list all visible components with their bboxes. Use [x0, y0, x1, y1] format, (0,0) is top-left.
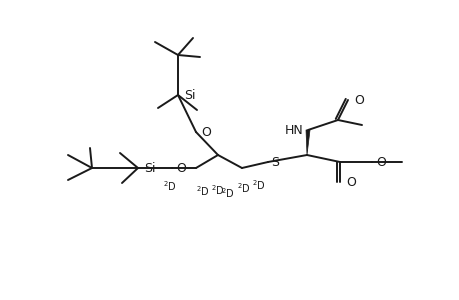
- Text: $^2$D: $^2$D: [252, 178, 265, 192]
- Text: O: O: [176, 161, 185, 175]
- Text: S: S: [270, 155, 279, 169]
- Text: HN: HN: [285, 124, 303, 136]
- Text: $^2$D: $^2$D: [211, 183, 224, 197]
- Text: O: O: [345, 176, 355, 188]
- Polygon shape: [305, 130, 309, 155]
- Text: Si: Si: [184, 88, 195, 101]
- Text: O: O: [353, 94, 363, 106]
- Text: $^2$D: $^2$D: [236, 181, 250, 195]
- Text: O: O: [201, 125, 210, 139]
- Text: $^2$D: $^2$D: [221, 186, 235, 200]
- Text: O: O: [375, 155, 385, 169]
- Text: Si: Si: [144, 161, 155, 175]
- Text: $^2$D: $^2$D: [163, 179, 177, 193]
- Text: $^2$D: $^2$D: [196, 184, 209, 198]
